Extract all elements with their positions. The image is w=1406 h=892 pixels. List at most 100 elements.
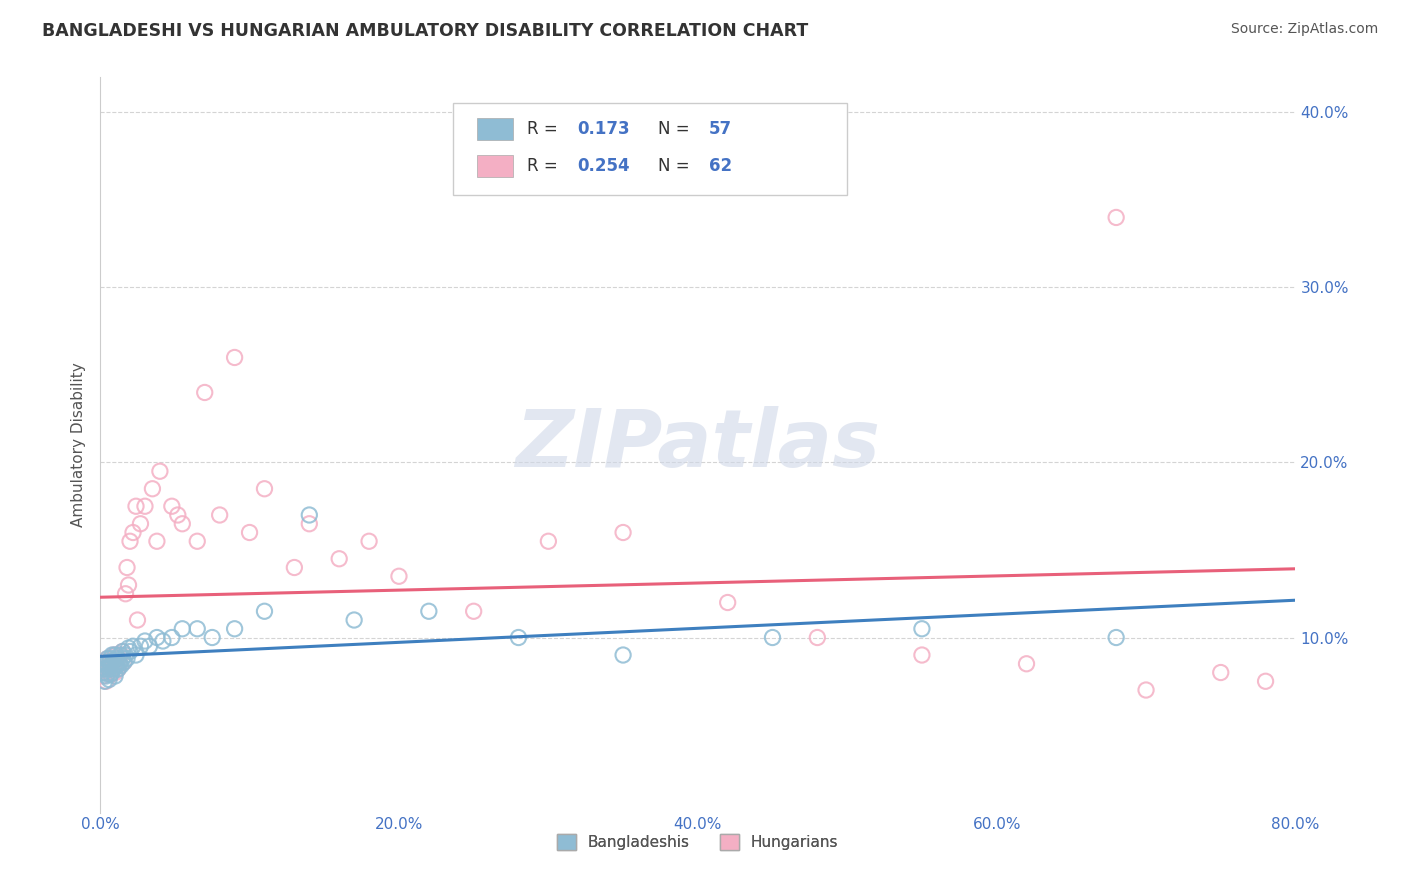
Point — [122, 525, 145, 540]
Point — [122, 640, 145, 654]
Point — [298, 508, 321, 522]
Point — [537, 534, 560, 549]
Point — [129, 516, 152, 531]
Point — [111, 644, 134, 658]
Point — [108, 657, 131, 671]
Point — [166, 508, 188, 522]
Point — [100, 658, 122, 673]
Point — [91, 669, 114, 683]
Point — [1135, 683, 1157, 698]
Text: R =: R = — [527, 120, 562, 138]
Point — [208, 508, 231, 522]
Y-axis label: Ambulatory Disability: Ambulatory Disability — [72, 363, 86, 527]
Point — [105, 658, 128, 673]
Point — [134, 634, 156, 648]
Point — [463, 604, 485, 618]
Point — [105, 658, 128, 673]
Point — [612, 525, 634, 540]
Point — [134, 500, 156, 514]
Point — [118, 644, 141, 658]
Point — [125, 648, 148, 662]
Point — [283, 560, 305, 574]
Point — [160, 631, 183, 645]
Point — [94, 674, 117, 689]
Point — [107, 655, 129, 669]
Point — [115, 560, 138, 574]
Point — [612, 648, 634, 662]
Point — [1254, 674, 1277, 689]
Point — [911, 648, 934, 662]
Point — [94, 669, 117, 683]
Point — [160, 500, 183, 514]
Point — [194, 385, 217, 400]
Point — [253, 482, 276, 496]
Point — [103, 648, 125, 662]
Point — [104, 648, 127, 662]
Text: N =: N = — [658, 120, 695, 138]
Point — [508, 631, 530, 645]
Legend: Bangladeshis, Hungarians: Bangladeshis, Hungarians — [551, 828, 845, 856]
Point — [114, 587, 136, 601]
Point — [224, 351, 246, 365]
Point — [107, 662, 129, 676]
Point — [717, 595, 740, 609]
Point — [118, 534, 141, 549]
Point — [172, 516, 194, 531]
Point — [112, 655, 135, 669]
Point — [103, 657, 125, 671]
Point — [146, 631, 169, 645]
Text: ZIPatlas: ZIPatlas — [515, 406, 880, 484]
Point — [117, 578, 139, 592]
Point — [127, 613, 149, 627]
Point — [224, 622, 246, 636]
Point — [104, 669, 127, 683]
Point — [93, 655, 115, 669]
Point — [806, 631, 828, 645]
FancyBboxPatch shape — [453, 103, 848, 195]
Text: 0.173: 0.173 — [576, 120, 630, 138]
Point — [107, 662, 129, 676]
Point — [149, 464, 172, 478]
Point — [97, 651, 120, 665]
Text: Source: ZipAtlas.com: Source: ZipAtlas.com — [1230, 22, 1378, 37]
Point — [146, 534, 169, 549]
Point — [101, 653, 124, 667]
Point — [100, 667, 122, 681]
Point — [328, 551, 350, 566]
Point — [114, 648, 136, 662]
Point — [418, 604, 440, 618]
Point — [111, 651, 134, 665]
Point — [98, 673, 121, 687]
Point — [100, 658, 122, 673]
Point — [98, 665, 121, 680]
Point — [298, 516, 321, 531]
Text: BANGLADESHI VS HUNGARIAN AMBULATORY DISABILITY CORRELATION CHART: BANGLADESHI VS HUNGARIAN AMBULATORY DISA… — [42, 22, 808, 40]
Point — [91, 665, 114, 680]
Point — [98, 655, 121, 669]
Point — [110, 658, 132, 673]
Point — [107, 651, 129, 665]
Point — [93, 662, 115, 676]
Point — [186, 534, 208, 549]
Point — [100, 667, 122, 681]
Text: 62: 62 — [709, 157, 731, 175]
Point — [359, 534, 381, 549]
Point — [93, 662, 115, 676]
Point — [172, 622, 194, 636]
Point — [112, 655, 135, 669]
Point — [141, 482, 163, 496]
Point — [94, 665, 117, 680]
Point — [1015, 657, 1038, 671]
Point — [104, 655, 127, 669]
Point — [97, 660, 120, 674]
Text: 57: 57 — [709, 120, 731, 138]
FancyBboxPatch shape — [477, 118, 513, 140]
Point — [108, 648, 131, 662]
Point — [115, 651, 138, 665]
Point — [101, 657, 124, 671]
Point — [253, 604, 276, 618]
FancyBboxPatch shape — [477, 154, 513, 177]
Point — [98, 662, 121, 676]
Text: R =: R = — [527, 157, 562, 175]
Point — [117, 640, 139, 655]
